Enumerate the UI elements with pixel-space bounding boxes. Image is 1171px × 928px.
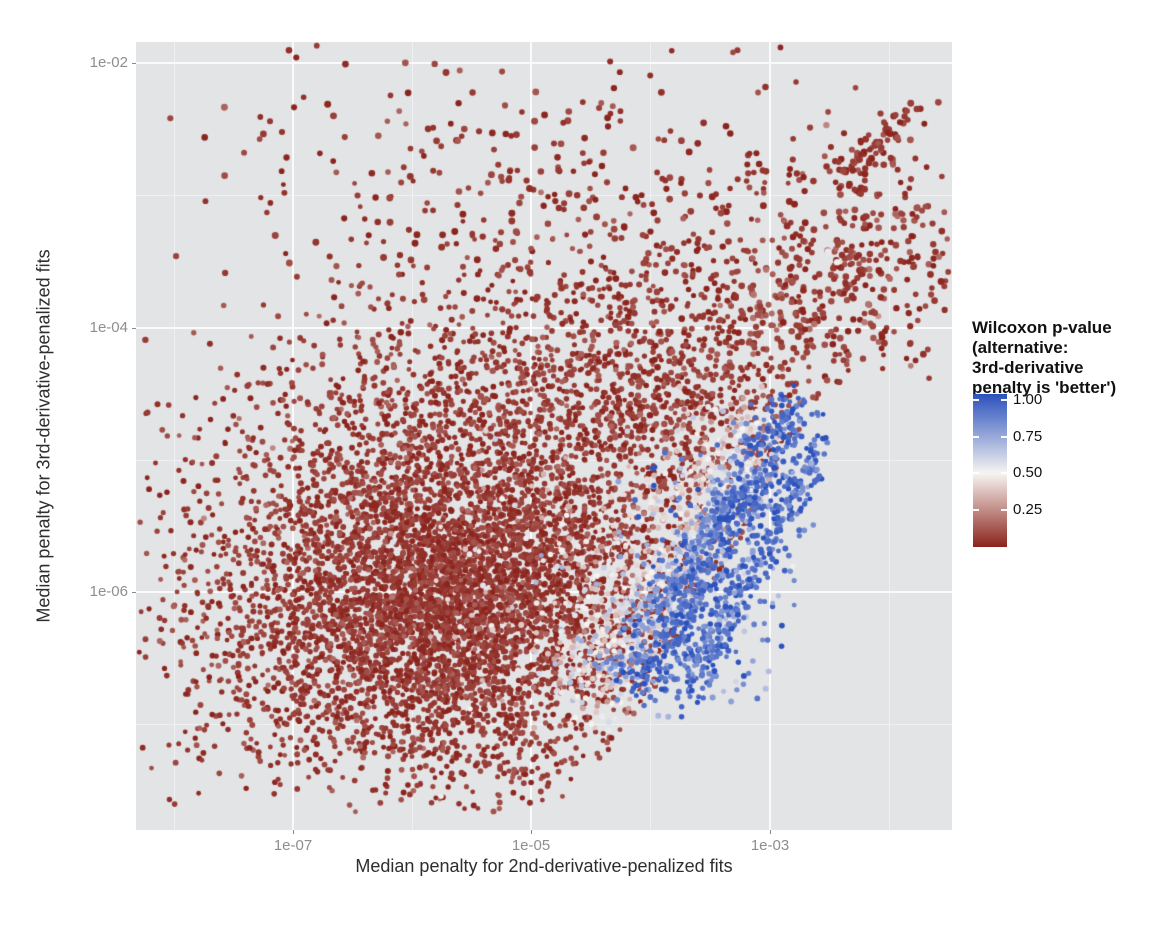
legend-colorbar-tick [1001,509,1007,512]
legend-colorbar-tick [1001,435,1007,438]
legend-colorbar-tick [973,398,979,401]
plot-panel [136,42,952,830]
y-tick-label: 1e-02 [89,54,128,71]
x-tick [530,830,532,834]
y-tick-label: 1e-04 [89,319,128,336]
y-tick-label: 1e-06 [89,583,128,600]
y-tick [132,591,136,593]
legend-colorbar-tick [973,472,979,475]
legend-colorbar-tick [973,435,979,438]
scatter-points-canvas [136,42,952,830]
x-tick-label: 1e-07 [273,837,313,854]
legend-colorbar-tick [1001,398,1007,401]
y-axis-title: Median penalty for 3rd-derivative-penali… [33,249,54,623]
legend-colorbar-tick [973,509,979,512]
x-tick [769,830,771,834]
legend-colorbar-tick [1001,472,1007,475]
legend-title-line: penalty is 'better') [972,378,1117,397]
x-tick [292,830,294,834]
legend-value-label: 0.50 [1013,464,1043,482]
legend-title-line: (alternative: [972,338,1069,357]
y-tick [132,327,136,329]
x-axis-title: Median penalty for 2nd-derivative-penali… [355,856,733,876]
legend-title-line: Wilcoxon p-value [972,318,1112,337]
y-tick [132,62,136,64]
x-tick-label: 1e-03 [750,837,790,854]
legend-value-label: 0.25 [1013,501,1043,519]
legend-value-label: 0.75 [1013,427,1043,445]
legend-value-label: 1.00 [1013,390,1043,408]
x-tick-label: 1e-05 [511,837,551,854]
legend-title-line: 3rd-derivative [972,358,1084,377]
legend-colorbar [973,394,1007,547]
